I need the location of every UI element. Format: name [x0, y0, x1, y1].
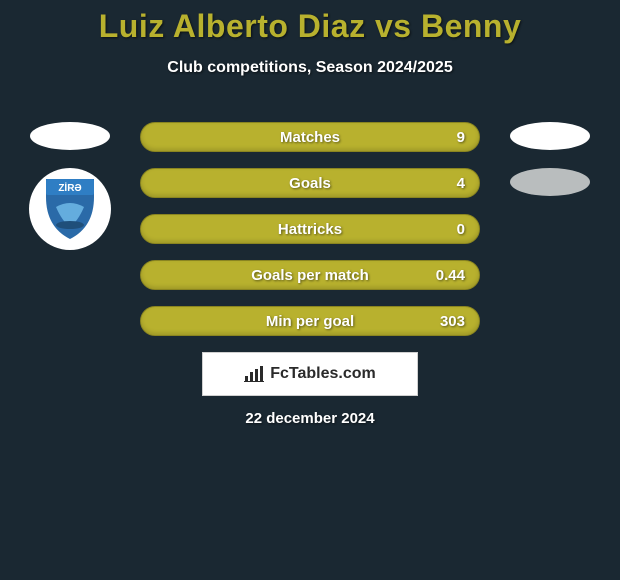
player-left-column: ZİRƏ — [22, 122, 118, 250]
club-badge-placeholder-right — [510, 168, 590, 196]
stat-label: Matches — [280, 129, 340, 146]
page-title: Luiz Alberto Diaz vs Benny — [0, 8, 620, 45]
club-badge-text: ZİRƏ — [58, 181, 81, 194]
page-subtitle: Club competitions, Season 2024/2025 — [0, 59, 620, 77]
brand-text: FcTables.com — [270, 365, 376, 383]
stat-label: Goals per match — [251, 267, 369, 284]
stat-value: 4 — [457, 175, 465, 192]
snapshot-date: 22 december 2024 — [0, 410, 620, 427]
stat-bar-goals-per-match: Goals per match 0.44 — [140, 260, 480, 290]
club-badge-shield-icon: ZİRƏ — [42, 177, 98, 241]
stat-bars: Matches 9 Goals 4 Hattricks 0 Goals per … — [140, 122, 480, 352]
bar-chart-icon — [244, 366, 264, 382]
player-photo-placeholder-left — [30, 122, 110, 150]
player-photo-placeholder-right — [510, 122, 590, 150]
club-badge-left: ZİRƏ — [29, 168, 111, 250]
stat-value: 9 — [457, 129, 465, 146]
stat-label: Goals — [289, 175, 331, 192]
stat-label: Min per goal — [266, 313, 354, 330]
stat-value: 0.44 — [436, 267, 465, 284]
stat-bar-hattricks: Hattricks 0 — [140, 214, 480, 244]
brand-link[interactable]: FcTables.com — [202, 352, 418, 396]
stat-label: Hattricks — [278, 221, 342, 238]
player-right-column — [502, 122, 598, 214]
stat-bar-min-per-goal: Min per goal 303 — [140, 306, 480, 336]
stat-value: 0 — [457, 221, 465, 238]
stat-bar-matches: Matches 9 — [140, 122, 480, 152]
stat-bar-goals: Goals 4 — [140, 168, 480, 198]
stat-value: 303 — [440, 313, 465, 330]
